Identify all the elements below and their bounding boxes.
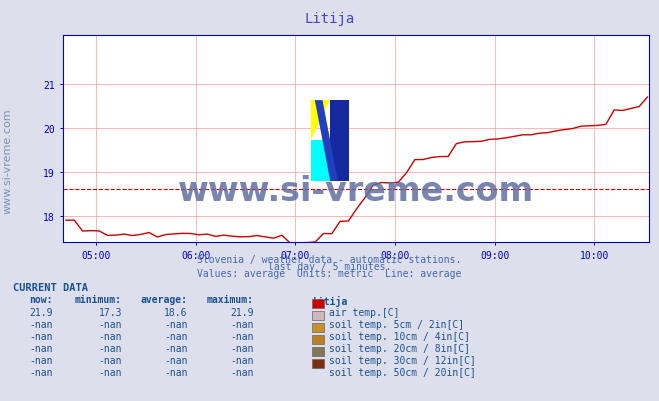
Text: Values: average  Units: metric  Line: average: Values: average Units: metric Line: aver…: [197, 269, 462, 279]
Polygon shape: [330, 101, 349, 181]
Text: -nan: -nan: [29, 367, 53, 377]
Text: -nan: -nan: [164, 355, 188, 365]
Text: -nan: -nan: [164, 319, 188, 329]
Text: -nan: -nan: [230, 319, 254, 329]
Text: -nan: -nan: [230, 343, 254, 353]
Text: average:: average:: [141, 295, 188, 305]
Text: air temp.[C]: air temp.[C]: [329, 307, 399, 317]
Text: Litija: Litija: [304, 12, 355, 26]
Text: -nan: -nan: [29, 319, 53, 329]
Text: -nan: -nan: [29, 331, 53, 341]
Text: -nan: -nan: [230, 367, 254, 377]
Text: www.si-vreme.com: www.si-vreme.com: [3, 108, 13, 213]
Text: -nan: -nan: [98, 367, 122, 377]
Text: -nan: -nan: [164, 343, 188, 353]
Text: soil temp. 30cm / 12in[C]: soil temp. 30cm / 12in[C]: [329, 355, 476, 365]
Text: soil temp. 10cm / 4in[C]: soil temp. 10cm / 4in[C]: [329, 331, 470, 341]
Polygon shape: [311, 141, 330, 181]
Polygon shape: [315, 101, 338, 181]
Text: -nan: -nan: [230, 331, 254, 341]
Text: 18.6: 18.6: [164, 307, 188, 317]
Text: -nan: -nan: [98, 319, 122, 329]
Text: -nan: -nan: [98, 331, 122, 341]
Text: soil temp. 50cm / 20in[C]: soil temp. 50cm / 20in[C]: [329, 367, 476, 377]
Text: 17.3: 17.3: [98, 307, 122, 317]
Text: soil temp. 5cm / 2in[C]: soil temp. 5cm / 2in[C]: [329, 319, 464, 329]
Text: 21.9: 21.9: [230, 307, 254, 317]
Text: last day / 5 minutes.: last day / 5 minutes.: [268, 261, 391, 271]
Text: -nan: -nan: [230, 355, 254, 365]
Text: now:: now:: [29, 295, 53, 305]
Text: minimum:: minimum:: [75, 295, 122, 305]
Text: www.si-vreme.com: www.si-vreme.com: [178, 174, 534, 207]
Text: maximum:: maximum:: [207, 295, 254, 305]
Text: -nan: -nan: [164, 331, 188, 341]
Text: -nan: -nan: [29, 343, 53, 353]
Polygon shape: [311, 101, 330, 141]
Text: -nan: -nan: [98, 355, 122, 365]
Text: 21.9: 21.9: [29, 307, 53, 317]
Text: -nan: -nan: [164, 367, 188, 377]
Text: -nan: -nan: [29, 355, 53, 365]
Text: Litija: Litija: [313, 295, 348, 306]
Text: Slovenia / weather data - automatic stations.: Slovenia / weather data - automatic stat…: [197, 255, 462, 265]
Text: CURRENT DATA: CURRENT DATA: [13, 283, 88, 293]
Text: -nan: -nan: [98, 343, 122, 353]
Text: soil temp. 20cm / 8in[C]: soil temp. 20cm / 8in[C]: [329, 343, 470, 353]
